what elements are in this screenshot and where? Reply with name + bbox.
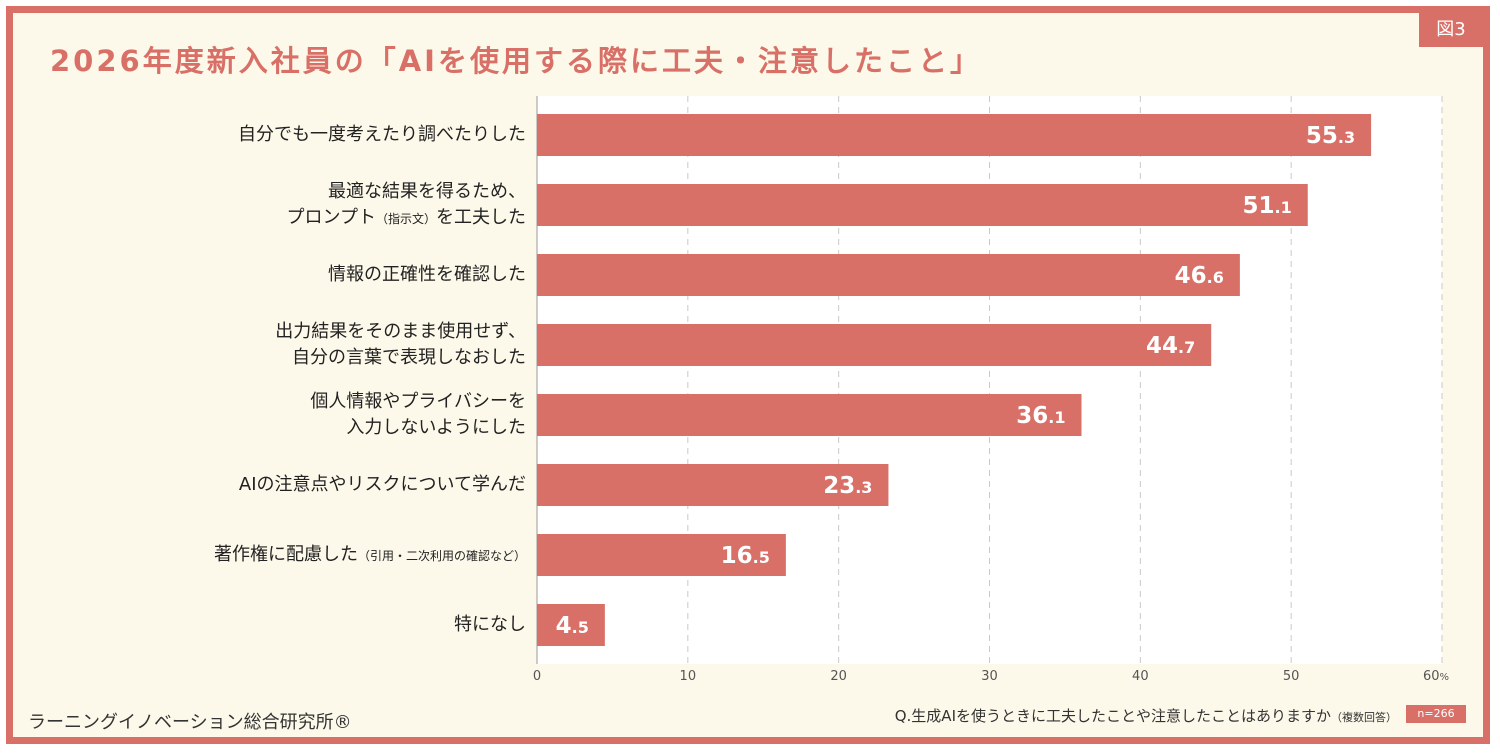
bar [537, 184, 1308, 226]
bar [537, 534, 786, 576]
data-label: 44.7 [1146, 333, 1195, 359]
category-label-line: 自分の言葉で表現しなおした [292, 347, 526, 368]
x-unit-label: % [1440, 672, 1450, 683]
category-label: 著作権に配慮した（引用・二次利用の確認など） [214, 542, 526, 569]
question-text: Q.生成AIを使うときに工夫したことや注意したことはありますか [894, 707, 1331, 725]
x-tick-label: 30 [981, 669, 998, 684]
category-label-line: 著作権に配慮した（引用・二次利用の確認など） [213, 544, 526, 565]
figure-tag: 図3 [1419, 13, 1483, 47]
data-label: 51.1 [1243, 193, 1292, 219]
category-label: 自分でも一度考えたり調べたりした [238, 122, 526, 148]
organization-name: ラーニングイノベーション総合研究所® [28, 712, 352, 733]
x-tick-label: 0 [533, 669, 541, 684]
x-tick-label: 60% [1423, 669, 1449, 684]
category-label: 出力結果をそのまま使用せず、自分の言葉で表現しなおした [275, 319, 526, 371]
category-label-line: AIの注意点やリスクについて学んだ [238, 474, 526, 495]
sample-size-badge: n=266 [1406, 705, 1466, 723]
x-tick-label: 20 [830, 669, 847, 684]
bar [537, 604, 605, 646]
category-label: AIの注意点やリスクについて学んだ [239, 472, 526, 498]
category-label: 情報の正確性を確認した [328, 262, 526, 288]
chart-title: 2026年度新入社員の「AIを使用する際に工夫・注意したこと」 [50, 44, 982, 78]
category-label-line: 出力結果をそのまま使用せず、 [275, 321, 526, 342]
bar [537, 254, 1240, 296]
category-label-line: プロンプト（指示文）を工夫した [286, 207, 526, 228]
category-label-line: 自分でも一度考えたり調べたりした [238, 124, 526, 145]
bar [537, 394, 1082, 436]
category-label-line: 入力しないようにした [346, 417, 526, 438]
x-tick-label: 50 [1283, 669, 1300, 684]
data-label: 36.1 [1016, 403, 1065, 429]
category-label-line: 最適な結果を得るため、 [328, 181, 526, 202]
bar [537, 464, 889, 506]
category-label: 特になし [454, 612, 526, 638]
data-label: 16.5 [721, 543, 770, 569]
x-tick-label: 40 [1132, 669, 1149, 684]
category-label-line: 情報の正確性を確認した [328, 264, 526, 285]
x-tick-label: 10 [680, 669, 697, 684]
data-label: 4.5 [556, 613, 589, 639]
category-label: 最適な結果を得るため、プロンプト（指示文）を工夫した [287, 179, 526, 232]
survey-question: Q.生成AIを使うときに工夫したことや注意したことはありますか（複数回答） [895, 705, 1397, 726]
category-label: 個人情報やプライバシーを入力しないようにした [310, 389, 526, 441]
question-note: （複数回答） [1331, 711, 1397, 724]
category-label-line: 個人情報やプライバシーを [310, 391, 526, 412]
data-label: 46.6 [1175, 263, 1224, 289]
data-label: 23.3 [823, 473, 872, 499]
bar [537, 114, 1372, 156]
category-label-line: 特になし [454, 614, 526, 635]
data-label: 55.3 [1306, 123, 1355, 149]
bar [537, 324, 1212, 366]
